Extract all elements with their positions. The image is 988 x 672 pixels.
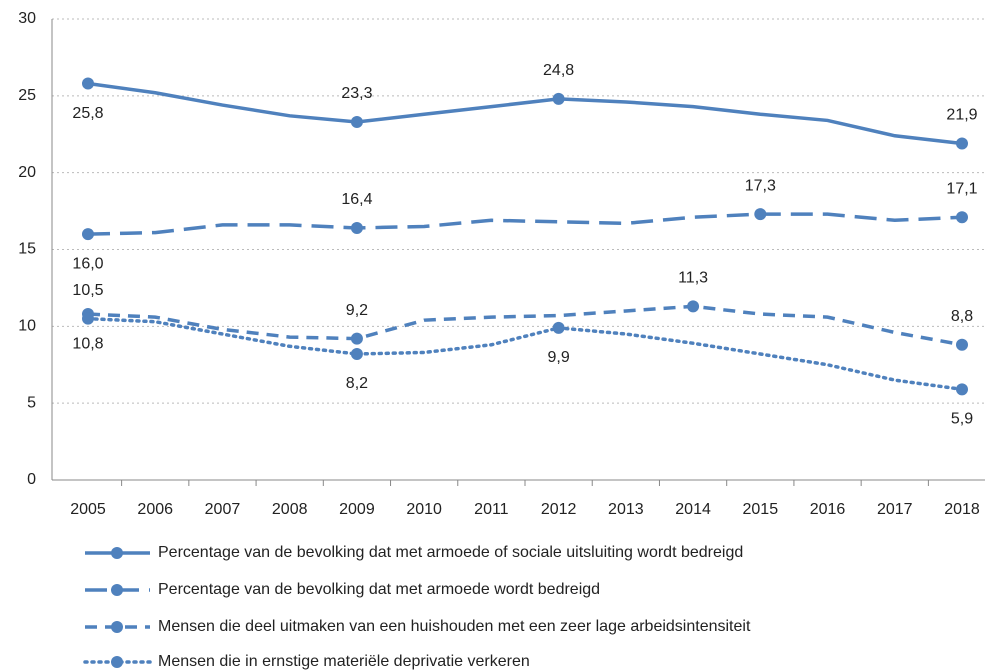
data-label: 8,2 (346, 375, 368, 392)
x-tick-label: 2010 (406, 501, 442, 518)
x-tick-label: 2014 (675, 501, 711, 518)
point (82, 228, 94, 241)
x-tick-label: 2015 (743, 501, 779, 518)
legend-label: Mensen die in ernstige materiële depriva… (158, 653, 530, 670)
point (350, 347, 363, 360)
series-line (86, 316, 964, 392)
series-line (87, 212, 963, 236)
point (552, 92, 565, 105)
legend-label: Percentage van de bevolking dat met armo… (158, 581, 600, 598)
data-label: 24,8 (543, 62, 574, 79)
point (82, 77, 94, 90)
point (552, 321, 565, 334)
data-label: 11,3 (678, 270, 708, 287)
series-line (87, 304, 963, 347)
point (350, 115, 363, 128)
point (350, 221, 363, 234)
x-tick-label: 2011 (474, 501, 509, 518)
y-tick-label: 0 (27, 471, 36, 488)
y-tick-label: 20 (18, 164, 36, 181)
x-tick-label: 2008 (272, 501, 308, 518)
y-tick-label: 5 (27, 394, 36, 411)
x-tick-label: 2009 (339, 501, 375, 518)
data-label: 21,9 (946, 107, 977, 124)
x-tick-label: 2007 (205, 501, 241, 518)
point (956, 338, 968, 351)
legend-marker (111, 621, 123, 633)
data-label: 16,0 (72, 255, 103, 272)
point (754, 208, 767, 221)
x-tick-label: 2017 (877, 501, 913, 518)
point (956, 383, 968, 396)
data-label: 9,9 (547, 349, 569, 366)
series-line (87, 81, 963, 146)
data-label: 17,3 (745, 177, 776, 194)
point (82, 312, 94, 325)
data-label: 5,9 (951, 411, 973, 428)
y-tick-label: 25 (18, 87, 36, 104)
data-label: 9,2 (346, 302, 368, 319)
point (956, 137, 968, 150)
y-tick-label: 15 (18, 241, 36, 258)
data-label: 10,5 (72, 282, 103, 299)
legend-marker (111, 547, 123, 559)
point (687, 300, 700, 313)
x-tick-label: 2005 (70, 501, 106, 518)
data-label: 8,8 (951, 308, 973, 325)
y-tick-label: 10 (18, 318, 36, 335)
data-label: 10,8 (72, 335, 103, 352)
data-label: 25,8 (72, 105, 103, 122)
legend-marker (111, 584, 123, 596)
x-tick-label: 2018 (944, 501, 980, 518)
x-tick-label: 2013 (608, 501, 644, 518)
y-tick-label: 30 (18, 10, 36, 27)
x-tick-label: 2006 (137, 501, 173, 518)
legend-label: Percentage van de bevolking dat met armo… (158, 544, 743, 561)
point (956, 211, 968, 224)
data-label: 23,3 (341, 85, 372, 102)
data-label: 16,4 (341, 191, 372, 208)
x-tick-label: 2012 (541, 501, 577, 518)
legend-label: Mensen die deel uitmaken van een huishou… (158, 618, 751, 635)
point (350, 332, 363, 345)
x-tick-label: 2016 (810, 501, 846, 518)
legend-marker (111, 656, 123, 668)
data-label: 17,1 (946, 180, 977, 197)
